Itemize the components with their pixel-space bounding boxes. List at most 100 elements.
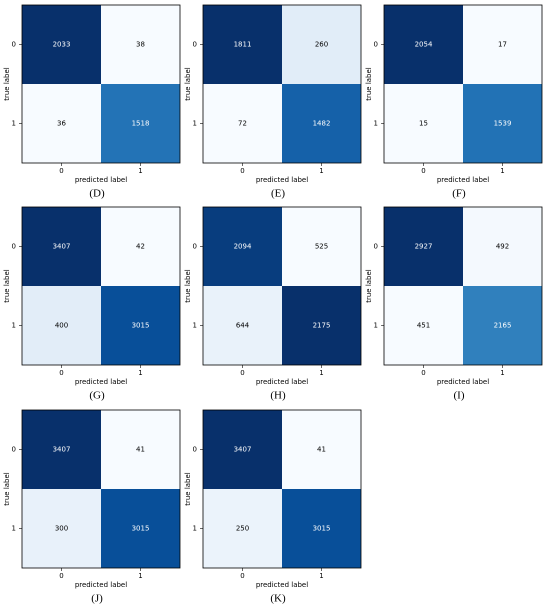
cell-value: 2175: [313, 322, 331, 330]
cell: [282, 84, 361, 163]
x-tick-label: 1: [319, 369, 323, 377]
x-axis-label: predicted label: [437, 378, 489, 386]
cell: [101, 410, 180, 489]
y-axis-label: true label: [184, 472, 192, 506]
cell-value: 260: [315, 41, 328, 49]
cell: [101, 5, 180, 84]
x-tick-label: 1: [138, 167, 142, 175]
x-tick-label: 0: [240, 369, 244, 377]
x-tick-label: 1: [138, 369, 142, 377]
x-axis-label: predicted label: [75, 378, 127, 386]
y-tick-label: 0: [374, 243, 378, 251]
cell-value: 250: [236, 525, 249, 533]
x-axis-label: predicted label: [256, 581, 308, 589]
y-tick-label: 1: [374, 120, 378, 128]
cell: [101, 489, 180, 568]
y-tick-label: 1: [12, 322, 16, 330]
cell-value: 38: [136, 41, 145, 49]
cell: [463, 286, 542, 365]
y-tick-label: 0: [193, 446, 197, 454]
cell-value: 2927: [415, 243, 433, 251]
x-tick-label: 1: [319, 167, 323, 175]
y-axis-label: true label: [365, 67, 373, 101]
cell: [101, 286, 180, 365]
cell: [384, 207, 463, 286]
cell: [22, 207, 101, 286]
x-axis-label: predicted label: [75, 581, 127, 589]
cell: [22, 84, 101, 163]
cell: [203, 207, 282, 286]
cell-value: 36: [57, 120, 66, 128]
y-tick-label: 1: [374, 322, 378, 330]
cell: [384, 5, 463, 84]
cell: [22, 286, 101, 365]
caption: (F): [452, 188, 466, 200]
cell: [203, 84, 282, 163]
cell-value: 2054: [415, 41, 433, 49]
cell: [463, 207, 542, 286]
caption: (I): [454, 390, 465, 402]
caption: (H): [270, 390, 286, 402]
caption: (K): [270, 593, 286, 605]
cell-value: 3015: [132, 525, 150, 533]
cell-value: 72: [238, 120, 247, 128]
y-axis-label: true label: [3, 269, 11, 303]
frame: [21, 4, 181, 164]
cell-value: 525: [315, 243, 328, 251]
x-tick-label: 0: [240, 572, 244, 580]
caption: (D): [89, 188, 105, 200]
cell: [203, 286, 282, 365]
cell-value: 3407: [234, 446, 252, 454]
cell-value: 41: [317, 446, 326, 454]
x-tick-label: 0: [421, 167, 425, 175]
frame: [21, 206, 181, 366]
y-tick-label: 0: [374, 41, 378, 49]
y-tick-label: 1: [193, 120, 197, 128]
confusion-matrix: 1811 260 72 1482 0 1 0 1 predicted label true lab…: [184, 4, 362, 200]
confusion-matrix: 2927 492 451 2165 0 1 0 1 predicted label true la…: [365, 206, 543, 402]
cell: [282, 207, 361, 286]
x-tick-label: 1: [500, 167, 504, 175]
frame: [202, 4, 362, 164]
confusion-matrix: 3407 42 400 3015 0 1 0 1 predicted label true lab…: [3, 206, 181, 402]
x-tick-label: 1: [138, 572, 142, 580]
cell-value: 1811: [234, 41, 252, 49]
cell-value: 2094: [234, 243, 252, 251]
cell: [282, 410, 361, 489]
confusion-matrix: 2033 38 36 1518 0 1 0 1 predicted label true labe…: [3, 4, 181, 200]
cell-value: 1539: [494, 120, 512, 128]
cell: [282, 286, 361, 365]
y-axis-label: true label: [184, 67, 192, 101]
x-axis-label: predicted label: [437, 176, 489, 184]
cell-value: 1482: [313, 120, 331, 128]
x-tick-label: 0: [59, 167, 63, 175]
cell: [463, 84, 542, 163]
cell: [22, 5, 101, 84]
x-tick-label: 1: [500, 369, 504, 377]
frame: [383, 206, 543, 366]
cell-value: 3015: [313, 525, 331, 533]
y-tick-label: 1: [12, 120, 16, 128]
cell-value: 400: [55, 322, 68, 330]
cell-value: 300: [55, 525, 68, 533]
confusion-matrix: 2054 17 15 1539 0 1 0 1 predicted label true labe…: [365, 4, 543, 200]
caption: (J): [91, 593, 103, 605]
y-tick-label: 1: [193, 525, 197, 533]
confusion-matrix: 3407 41 250 3015 0 1 0 1 predicted label true lab…: [184, 409, 362, 605]
cell: [101, 207, 180, 286]
x-tick-label: 0: [421, 369, 425, 377]
cell: [282, 489, 361, 568]
x-tick-label: 0: [59, 369, 63, 377]
y-tick-label: 0: [193, 243, 197, 251]
cell-value: 1518: [132, 120, 150, 128]
y-tick-label: 0: [12, 446, 16, 454]
caption: (E): [271, 188, 285, 200]
y-axis-label: true label: [3, 67, 11, 101]
cell: [282, 5, 361, 84]
cell: [22, 410, 101, 489]
confusion-matrix: 3407 41 300 3015 0 1 0 1 predicted label true lab…: [3, 409, 181, 605]
x-tick-label: 0: [240, 167, 244, 175]
cell-value: 492: [496, 243, 509, 251]
frame: [202, 206, 362, 366]
